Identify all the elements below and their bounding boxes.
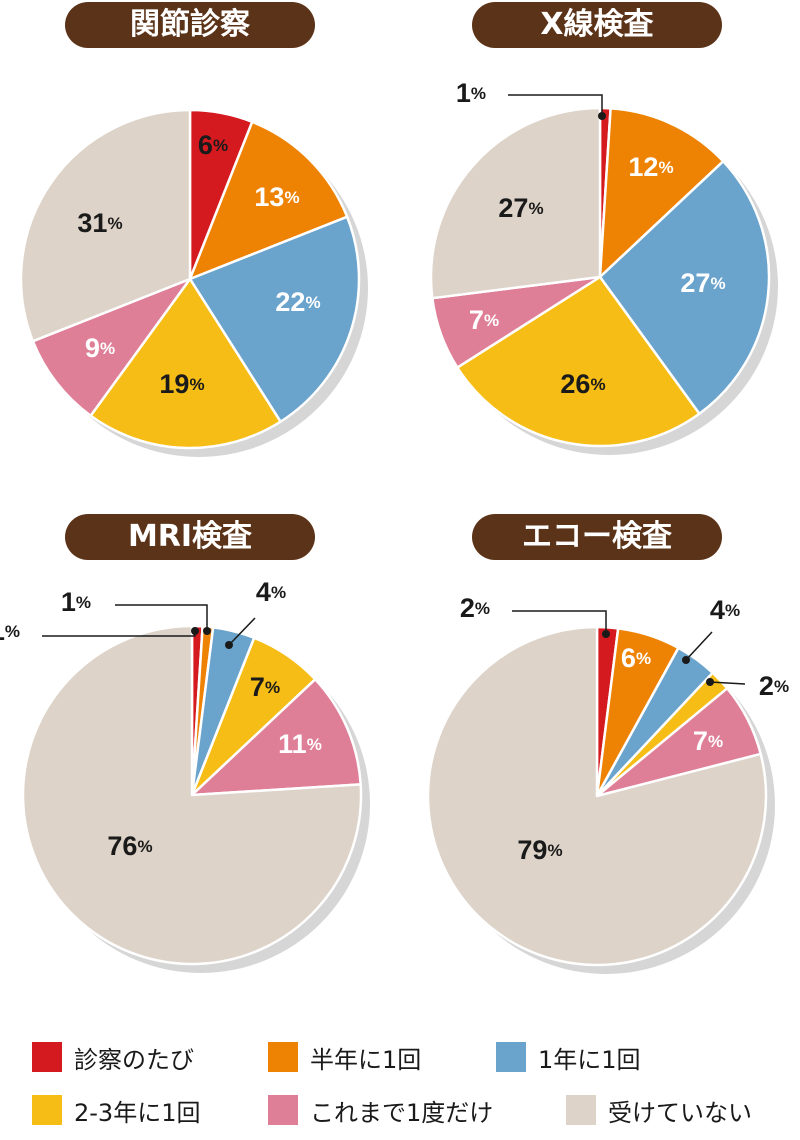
pie-slice-never [19, 108, 192, 343]
data-label-never: 76% [107, 831, 152, 861]
leader-line-every-visit [508, 94, 603, 116]
legend-swatch [32, 1095, 62, 1125]
leader-line-yearly [685, 631, 713, 661]
leader-line-half-year [115, 604, 208, 631]
chart-title-mri: MRI検査 [65, 514, 315, 560]
legend-swatch [268, 1095, 298, 1125]
legend-swatch [496, 1042, 526, 1072]
pie-chart-xray: 1%12%27%26%7%27% [429, 78, 778, 455]
legend-swatch [32, 1042, 62, 1072]
data-label-every-visit: 2% [460, 593, 490, 623]
leader-dot-yearly [682, 656, 690, 664]
data-label-never: 31% [77, 208, 122, 238]
legend-label: 半年に1回 [310, 1045, 422, 1074]
pie-chart-joint-exam: 6%13%22%19%9%31% [19, 108, 368, 457]
chart-title-xray: X線検査 [472, 2, 722, 48]
data-label-never: 79% [517, 835, 562, 865]
data-label-half-year: 1% [61, 587, 91, 617]
leader-dot-half-year [203, 627, 211, 635]
data-label-yearly: 4% [256, 577, 286, 607]
data-label-yearly: 4% [710, 595, 740, 625]
pie-slice-only-once [31, 277, 192, 417]
leader-line-yearly [228, 617, 256, 646]
pie-slice-never [426, 625, 768, 967]
data-label-two-three-years: 7% [250, 672, 280, 702]
legend-item-yearly: 1年に1回 [496, 1039, 641, 1075]
leader-dot-every-visit [191, 627, 199, 635]
data-label-every-visit: 1% [456, 78, 486, 108]
legend-label: 1年に1回 [538, 1045, 641, 1074]
leader-dot-yearly [225, 641, 233, 649]
leader-line-every-visit [512, 610, 607, 634]
legend-label: これまで1度だけ [310, 1098, 494, 1127]
chart-title-echo: エコー検査 [472, 514, 722, 560]
legend-swatch [268, 1042, 298, 1072]
pie-slice-half-year [598, 107, 725, 279]
pie-slice-yearly [598, 160, 771, 415]
legend-label: 受けていない [608, 1098, 752, 1127]
pie-slice-two-three-years [456, 275, 701, 448]
pie-slice-half-year [188, 120, 349, 281]
data-label-yearly: 27% [680, 268, 725, 298]
pie-charts-figure: 6%13%22%19%9%31%1%12%27%26%7%27%1%1%4%7%… [0, 78, 789, 974]
data-label-two-three-years: 2% [759, 671, 789, 701]
data-label-two-three-years: 26% [560, 369, 605, 399]
pie-slice-two-three-years [89, 277, 282, 450]
pie-slice-only-once [190, 678, 362, 797]
pie-chart-mri: 1%1%4%7%11%76% [0, 577, 370, 973]
legend-item-never: 受けていない [566, 1092, 752, 1128]
legend-item-every-visit: 診察のたび [32, 1039, 194, 1075]
pie-slice-never [21, 624, 363, 966]
legend-item-only-once: これまで1度だけ [268, 1092, 493, 1128]
legend-label: 2-3年に1回 [74, 1098, 201, 1127]
legend-label: 診察のたび [74, 1045, 194, 1074]
leader-dot-every-visit [598, 112, 606, 120]
data-label-half-year: 6% [621, 643, 651, 673]
legend-swatch [566, 1095, 596, 1125]
pie-slice-yearly [188, 215, 361, 423]
leader-line-two-three-years [709, 681, 746, 685]
pie-chart-echo: 2%6%4%2%7%79% [426, 593, 789, 974]
legend-item-half-year: 半年に1回 [268, 1039, 421, 1075]
legend: 診察のたび 半年に1回 1年に1回 2-3年に1回 これまで1度だけ 受けていな… [0, 1030, 800, 1130]
leader-dot-two-three-years [706, 678, 714, 686]
leader-dot-every-visit [602, 630, 610, 638]
pie-slice-never [429, 106, 602, 300]
legend-item-2-3-years: 2-3年に1回 [32, 1092, 200, 1128]
data-label-every-visit: 1% [0, 616, 20, 646]
chart-title-joint-exam: 関節診察 [65, 2, 315, 48]
